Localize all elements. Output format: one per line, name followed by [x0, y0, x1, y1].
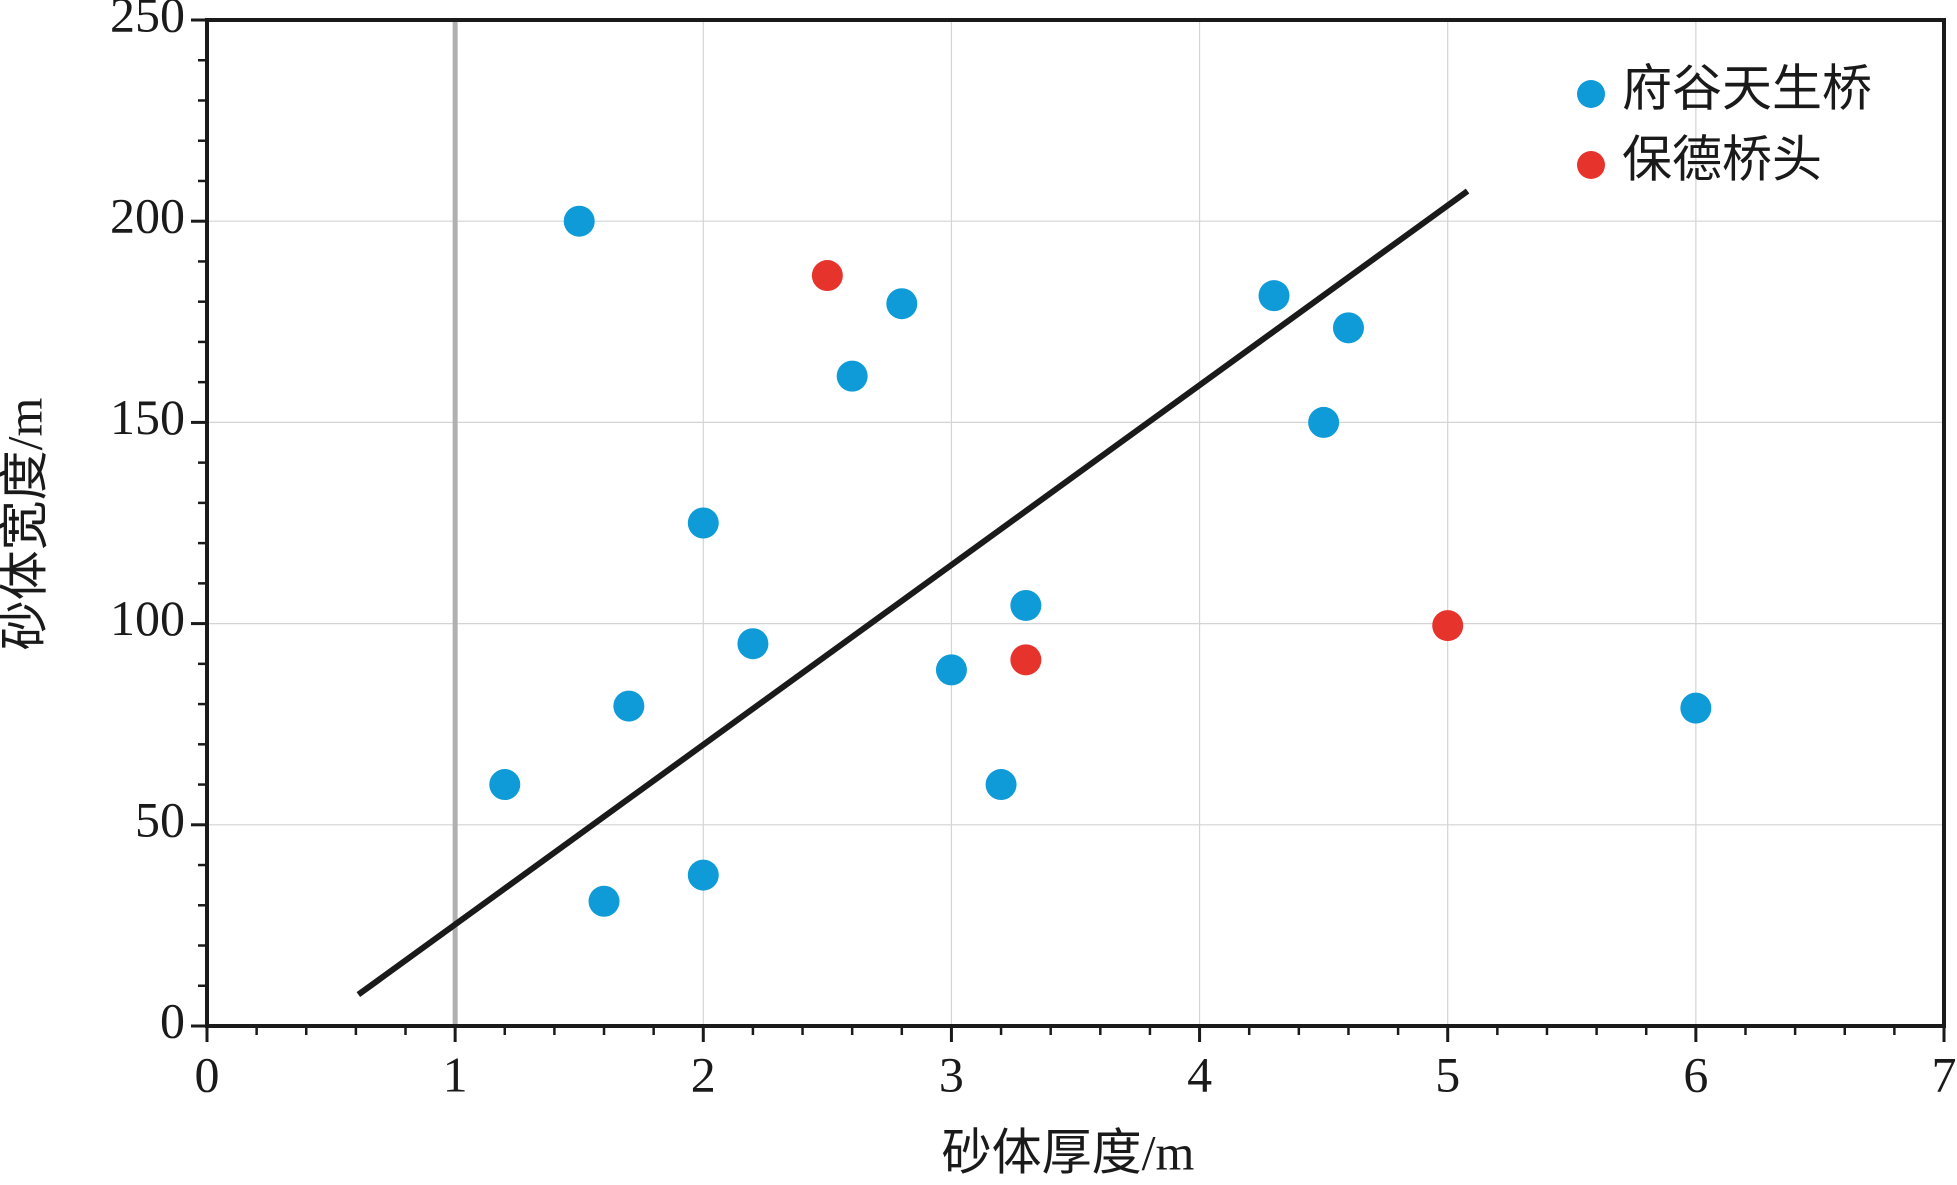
scatter-point	[1010, 589, 1042, 621]
legend-label: 保德桥头	[1622, 131, 1822, 187]
scatter-point	[588, 885, 620, 917]
scatter-point	[687, 859, 719, 891]
y-tick-label: 100	[110, 590, 185, 646]
scatter-point	[1432, 610, 1464, 642]
fit-line	[356, 188, 1470, 998]
legend-label: 府谷天生桥	[1622, 60, 1872, 116]
scatter-point	[489, 769, 521, 801]
scatter-point	[687, 507, 719, 539]
y-tick-label: 50	[135, 791, 185, 847]
y-tick-label: 150	[110, 389, 185, 445]
x-tick-label: 3	[939, 1046, 964, 1102]
scatter-point	[811, 260, 843, 292]
y-tick-label: 250	[110, 0, 185, 42]
scatter-point	[1010, 644, 1042, 676]
x-tick-label: 4	[1187, 1046, 1212, 1102]
scatter-point	[1332, 312, 1364, 344]
y-tick-label: 200	[110, 188, 185, 244]
scatter-point	[1258, 280, 1290, 312]
x-axis-title: 砂体厚度/m	[942, 1124, 1195, 1180]
y-axis-title: 砂体宽度/m	[0, 398, 52, 651]
legend-marker	[1577, 151, 1605, 179]
x-tick-label: 7	[1932, 1046, 1957, 1102]
x-tick-label: 0	[195, 1046, 220, 1102]
plot-frame	[205, 18, 1946, 1028]
scatter-point	[1308, 406, 1340, 438]
scatter-point	[1680, 692, 1712, 724]
scatter-point	[935, 654, 967, 686]
scatter-point	[737, 628, 769, 660]
x-tick-label: 2	[691, 1046, 716, 1102]
x-tick-label: 6	[1683, 1046, 1708, 1102]
x-tick-label: 1	[443, 1046, 468, 1102]
scatter-point	[613, 690, 645, 722]
scatter-point	[836, 360, 868, 392]
legend-marker	[1577, 80, 1605, 108]
x-tick-label: 5	[1435, 1046, 1460, 1102]
scatter-point	[563, 205, 595, 237]
scatter-point	[985, 769, 1017, 801]
y-tick-label: 0	[160, 992, 185, 1048]
scatter-point	[886, 288, 918, 320]
